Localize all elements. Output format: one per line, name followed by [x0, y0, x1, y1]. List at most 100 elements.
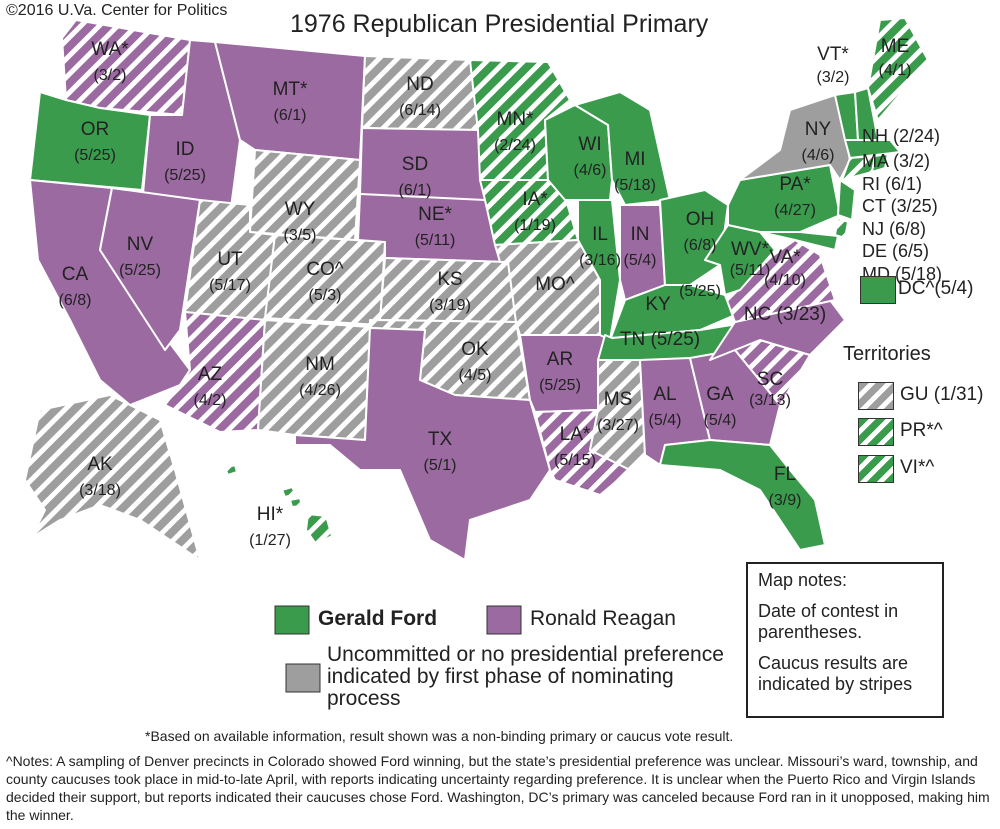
state-label-NE: NE*	[418, 204, 452, 225]
state-label-NY: NY	[805, 119, 832, 140]
state-MD	[759, 231, 839, 251]
state-date-LA: (5/15)	[554, 452, 596, 469]
legend-reagan-swatch	[486, 605, 522, 635]
state-date-WY: (3/5)	[284, 227, 317, 244]
state-label-ID: ID	[176, 139, 195, 160]
state-label-WI: WI	[578, 134, 601, 155]
state-label-AK: AK	[87, 454, 113, 475]
state-date-CO: (5/3)	[309, 287, 342, 304]
footnote: *Based on available information, result …	[145, 728, 734, 744]
state-date-AZ: (4/2)	[194, 392, 227, 409]
state-NJ	[837, 179, 856, 221]
map-notes-caucus: Caucus results are indicated by stripes	[758, 653, 913, 694]
state-label-ME: ME	[881, 36, 910, 57]
legend-ford-label: Gerald Ford	[318, 607, 438, 630]
state-date-WV: (5/11)	[730, 262, 771, 279]
state-label-UT: UT	[217, 249, 243, 270]
state-date-SD: (6/1)	[399, 182, 432, 199]
state-date-AK: (3/18)	[79, 482, 121, 499]
state-TX	[294, 327, 551, 561]
state-date-OK: (4/5)	[459, 367, 492, 384]
state-label-VA: VA*	[769, 247, 801, 268]
territory-swatch	[858, 382, 894, 410]
state-label-MN: MN*	[497, 109, 535, 130]
state-date-ID: (5/25)	[164, 167, 206, 184]
state-date-OR: (5/25)	[74, 147, 116, 164]
state-label-AR: AR	[547, 349, 573, 370]
territory-swatch	[858, 418, 894, 446]
state-NV	[99, 187, 201, 351]
state-MS	[589, 359, 646, 471]
state-label-IN: IN	[631, 224, 650, 245]
state-date-VA: (4/10)	[764, 272, 806, 289]
state-AR	[519, 334, 606, 413]
state-date-WI: (4/6)	[574, 162, 607, 179]
state-label-ND: ND	[406, 74, 433, 95]
state-label-SD: SD	[402, 154, 428, 175]
state-label-KY: KY	[645, 294, 671, 315]
state-label-MI: MI	[624, 149, 645, 170]
state-date-IA: (1/19)	[514, 217, 556, 234]
state-CO	[264, 234, 386, 326]
state-date-FL: (3/9)	[769, 492, 802, 509]
state-label-DE: DE (6/5)	[862, 241, 929, 261]
state-label-FL: FL	[774, 464, 796, 485]
state-label-OR: OR	[81, 119, 110, 140]
state-label-MO: MO^	[535, 274, 575, 295]
legend-reagan-label: Ronald Reagan	[530, 607, 676, 630]
state-label-IA: IA*	[522, 189, 548, 210]
state-label-VT: VT*	[817, 44, 849, 65]
state-date-HI: (1/27)	[249, 532, 291, 549]
state-RI	[871, 153, 889, 173]
state-label-HI: HI*	[257, 504, 284, 525]
state-label-WA: WA*	[91, 39, 129, 60]
state-date-NE: (5/11)	[415, 232, 456, 249]
state-label-OH: OH	[686, 209, 715, 230]
state-date-IL: (3/16)	[579, 252, 621, 269]
state-date-CA: (6/8)	[59, 292, 92, 309]
state-date-SC: (3/13)	[749, 392, 791, 409]
dc-label: DC^(5/4)	[898, 278, 974, 299]
notes-paragraph: ^Notes: A sampling of Denver precincts i…	[6, 753, 990, 823]
state-label-PA: PA*	[779, 174, 811, 195]
state-date-KS: (3/19)	[429, 297, 471, 314]
state-date-AL: (5/4)	[649, 412, 682, 429]
state-label-LA: LA*	[560, 424, 591, 445]
state-date-AR: (5/25)	[539, 377, 581, 394]
state-date-IN: (5/4)	[624, 252, 657, 269]
state-label-MT: MT*	[273, 79, 308, 100]
state-label-RI: RI (6/1)	[862, 174, 922, 194]
state-label-AZ: AZ	[198, 364, 223, 385]
state-date-PA: (4/27)	[774, 202, 816, 219]
state-label-TN: TN (5/25)	[620, 329, 700, 350]
state-label-NC: NC (3/23)	[744, 304, 826, 325]
state-label-TX: TX	[428, 429, 453, 450]
state-label-WY: WY	[285, 199, 316, 220]
state-date-ND: (6/14)	[399, 102, 441, 119]
state-label-CT: CT (3/25)	[862, 196, 938, 216]
state-date-UT: (5/17)	[209, 277, 251, 294]
state-date-TX: (5/1)	[424, 457, 457, 474]
state-NM	[257, 319, 371, 441]
state-date-MN: (2/24)	[494, 137, 536, 154]
state-label-AL: AL	[653, 384, 676, 405]
state-label-NM: NM	[305, 354, 335, 375]
state-label-IL: IL	[592, 224, 608, 245]
state-label-MS: MS	[604, 389, 633, 410]
state-date-OH: (6/8)	[684, 237, 717, 254]
state-date-NV: (5/25)	[119, 262, 161, 279]
map-notes-date: Date of contest in parentheses.	[758, 601, 899, 642]
state-FL	[659, 439, 826, 551]
legend-uncommitted-label: Uncommitted or no presidential preferenc…	[327, 643, 724, 710]
state-HI	[224, 464, 333, 545]
territory-swatch	[858, 455, 894, 483]
state-label-OK: OK	[461, 339, 489, 360]
legend-uncommitted-swatch	[285, 663, 321, 693]
territories-title: Territories	[843, 343, 931, 365]
state-date-NY: (4/6)	[802, 147, 835, 164]
state-label-NV: NV	[127, 234, 154, 255]
state-label-KS: KS	[437, 269, 462, 290]
state-label-GA: GA	[706, 384, 734, 405]
